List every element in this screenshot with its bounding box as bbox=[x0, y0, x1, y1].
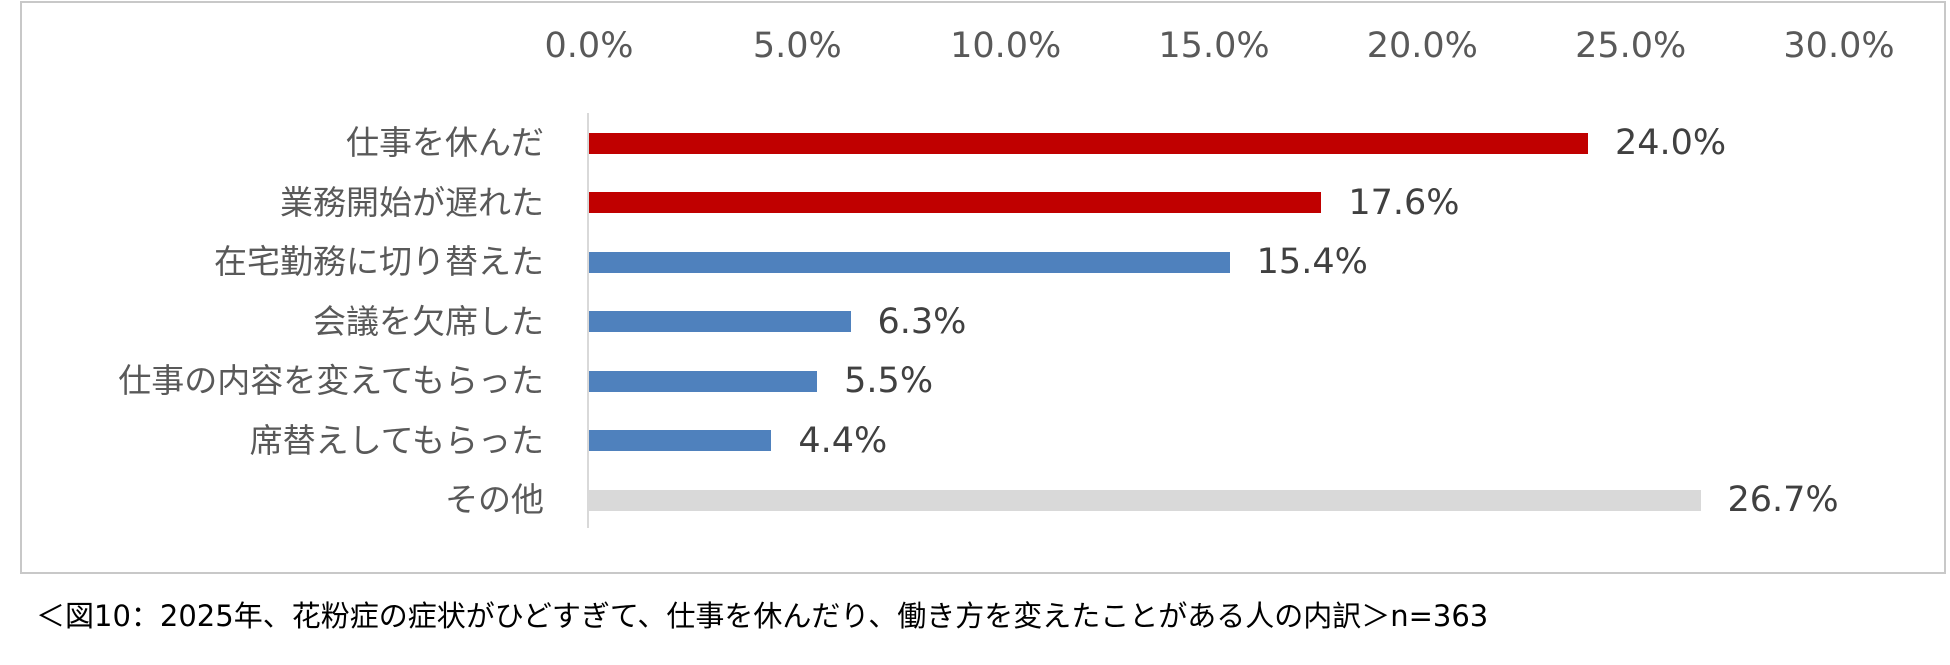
bar bbox=[589, 370, 818, 392]
x-tick-label: 5.0% bbox=[752, 26, 842, 66]
x-tick-label: 15.0% bbox=[1158, 26, 1270, 66]
category-axis-line bbox=[587, 113, 589, 528]
category-label: 在宅勤務に切り替えた bbox=[214, 242, 544, 281]
bar bbox=[589, 132, 1588, 154]
x-tick-label: 30.0% bbox=[1783, 26, 1895, 66]
value-label: 15.4% bbox=[1256, 242, 1368, 282]
category-label: その他 bbox=[445, 480, 544, 519]
bar bbox=[589, 251, 1230, 273]
value-label: 4.4% bbox=[798, 420, 888, 461]
x-tick-label: 10.0% bbox=[950, 26, 1062, 66]
value-label: 26.7% bbox=[1727, 480, 1839, 520]
value-label: 5.5% bbox=[844, 361, 934, 401]
category-label: 仕事を休んだ bbox=[346, 123, 544, 162]
value-label: 17.6% bbox=[1348, 182, 1460, 223]
bar bbox=[589, 430, 772, 451]
x-tick-label: 20.0% bbox=[1366, 26, 1478, 66]
category-label: 席替えしてもらった bbox=[249, 420, 544, 460]
x-tick-label: 25.0% bbox=[1575, 26, 1687, 66]
bar bbox=[589, 489, 1701, 511]
bar bbox=[589, 311, 851, 332]
bar bbox=[589, 192, 1322, 213]
x-tick-label: 0.0% bbox=[544, 26, 634, 66]
value-label: 6.3% bbox=[877, 301, 967, 342]
value-label: 24.0% bbox=[1615, 123, 1727, 163]
chart-caption: ＜図10：2025年、花粉症の症状がひどすぎて、仕事を休んだり、働き方を変えたこ… bbox=[36, 599, 1489, 633]
category-label: 仕事の内容を変えてもらった bbox=[118, 361, 544, 400]
chart-frame bbox=[20, 1, 1946, 574]
category-label: 会議を欠席した bbox=[313, 301, 544, 341]
category-label: 業務開始が遅れた bbox=[280, 182, 544, 222]
